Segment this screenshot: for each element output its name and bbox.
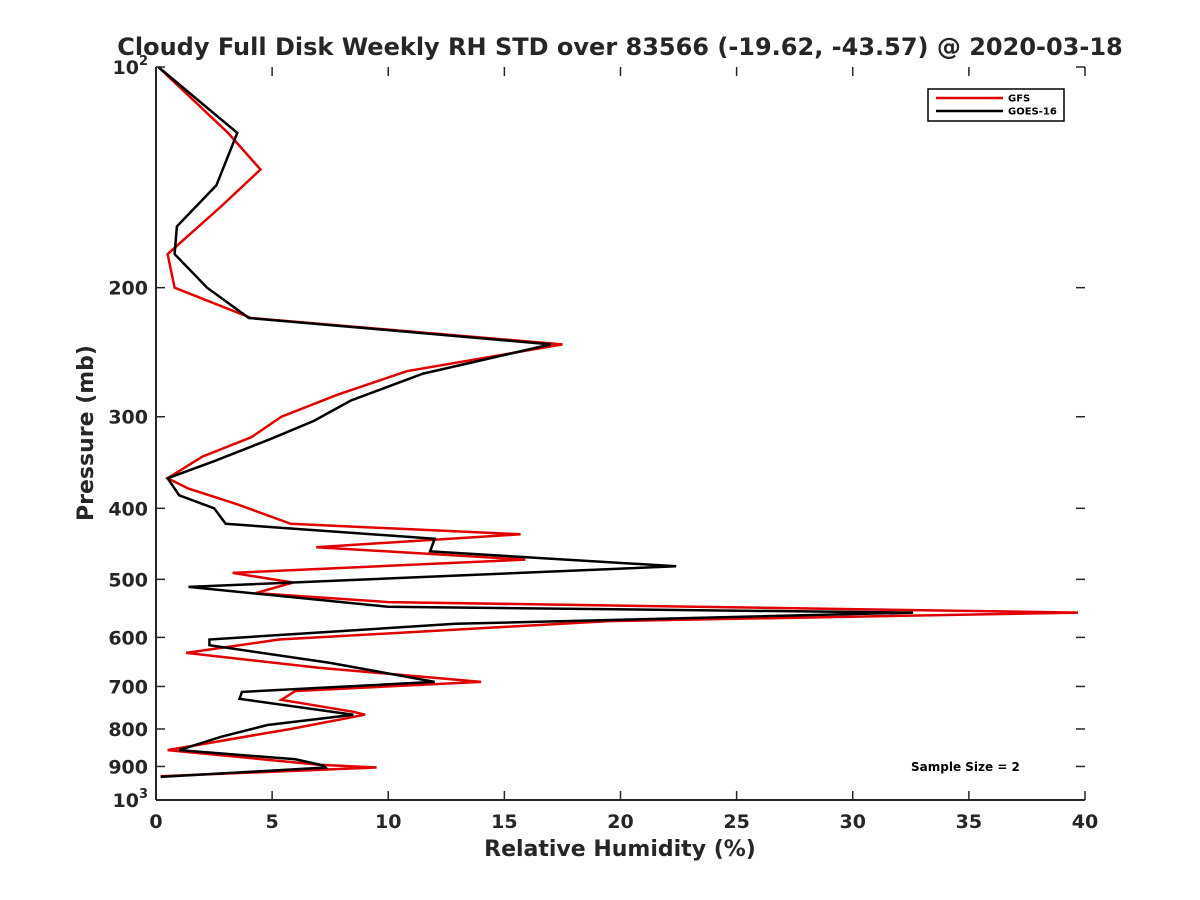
y-tick-label: 900 [108, 756, 148, 778]
y-tick-label: 400 [108, 498, 148, 520]
series-layer [157, 66, 1079, 779]
legend-box [927, 88, 1065, 122]
x-tick-label: 35 [956, 811, 982, 833]
x-tick-label: 30 [840, 811, 866, 833]
x-tick-label: 10 [375, 811, 401, 833]
x-tick-label: 40 [1072, 811, 1098, 833]
plot-area [156, 67, 1085, 800]
y-tick-label: 500 [108, 569, 148, 591]
series-line-goes-16 [157, 66, 914, 779]
legend-label-gfs: GFS [1008, 94, 1030, 105]
chart-title: Cloudy Full Disk Weekly RH STD over 8356… [117, 33, 1123, 61]
y-axis-label: Pressure (mb) [74, 345, 99, 521]
x-tick-label: 20 [607, 811, 633, 833]
legend: GFS GOES-16 [927, 88, 1065, 122]
y-tick-label: 103 [113, 787, 149, 812]
x-tick-label: 25 [723, 811, 749, 833]
y-tick-label: 800 [108, 719, 148, 741]
y-axis-ticks: 102 200 300 400 500 600 700 800 900 103 [108, 54, 1085, 812]
sample-size-annotation: Sample Size = 2 [911, 760, 1020, 774]
x-tick-label: 15 [491, 811, 517, 833]
y-tick-label: 102 [113, 54, 149, 79]
x-axis-label: Relative Humidity (%) [484, 837, 756, 862]
y-tick-label: 300 [108, 407, 148, 429]
y-tick-label: 700 [108, 676, 148, 698]
x-tick-label: 0 [149, 811, 162, 833]
y-tick-label: 200 [108, 278, 148, 300]
x-tick-label: 5 [266, 811, 279, 833]
legend-label-goes16: GOES-16 [1008, 107, 1057, 118]
x-axis-ticks: 0 5 10 15 20 25 30 35 40 [149, 67, 1098, 833]
y-tick-label: 600 [108, 627, 148, 649]
